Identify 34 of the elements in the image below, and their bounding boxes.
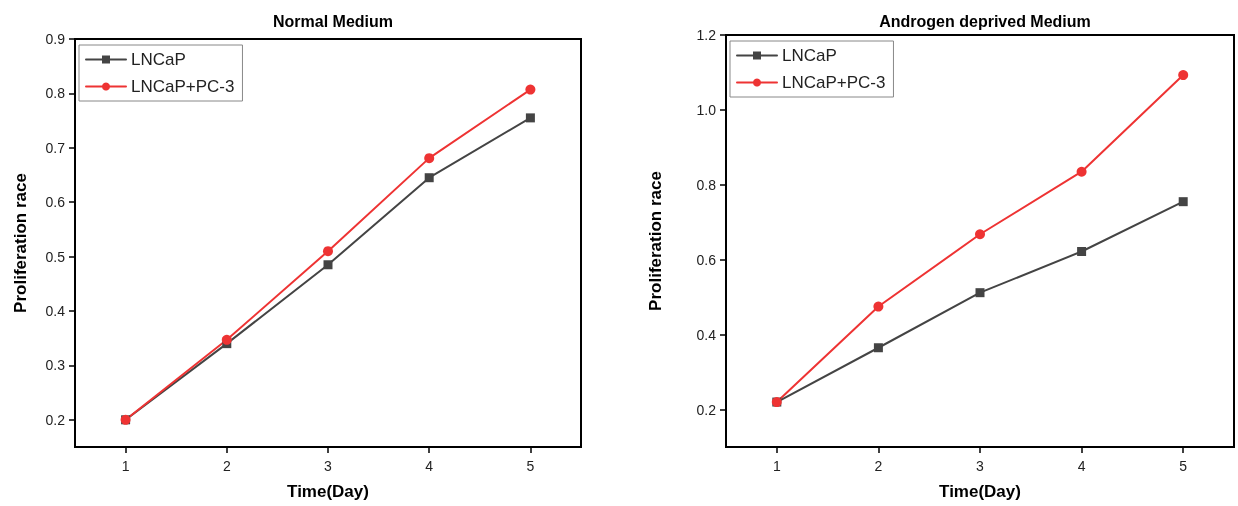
legend-label: LNCaP <box>131 50 186 69</box>
legend-label: LNCaP+PC-3 <box>131 77 235 96</box>
x-axis-title: Time(Day) <box>939 482 1021 501</box>
y-tick-label: 0.4 <box>696 326 717 343</box>
y-tick-label: 0.7 <box>45 139 66 156</box>
x-axis-title: Time(Day) <box>287 482 369 501</box>
y-tick-label: 1.0 <box>696 101 717 118</box>
x-tick-label: 4 <box>425 458 434 474</box>
x-tick-label: 5 <box>526 458 535 474</box>
x-tick-label: 2 <box>874 458 883 474</box>
y-tick-label: 0.8 <box>45 85 66 102</box>
y-tick-label: 0.3 <box>45 357 66 374</box>
x-tick-label: 3 <box>324 458 333 474</box>
x-tick-label: 1 <box>772 458 781 474</box>
y-axis-title: Proliferation race <box>646 171 665 311</box>
y-tick-label: 0.4 <box>45 303 66 319</box>
y-tick-label: 0.9 <box>45 31 66 47</box>
y-tick-label: 0.2 <box>696 401 717 418</box>
y-tick-label: 0.6 <box>45 194 66 211</box>
chart-title: Androgen deprived Medium <box>879 12 1091 30</box>
y-tick-label: 0.8 <box>696 176 717 193</box>
y-tick-label: 0.2 <box>45 411 66 428</box>
x-tick-label: 2 <box>222 458 231 474</box>
x-tick-label: 1 <box>121 458 130 474</box>
legend-label: LNCaP+PC-3 <box>782 73 886 92</box>
x-tick-label: 3 <box>976 458 985 474</box>
chart-title: Normal Medium <box>272 12 394 30</box>
x-tick-label: 4 <box>1077 458 1086 474</box>
legend-label: LNCaP <box>782 46 837 65</box>
x-tick-label: 5 <box>1179 458 1188 474</box>
y-axis-title: Proliferation race <box>11 173 30 313</box>
y-tick-label: 0.6 <box>696 251 717 268</box>
y-tick-label: 0.5 <box>45 248 66 265</box>
y-tick-label: 1.2 <box>696 27 717 43</box>
